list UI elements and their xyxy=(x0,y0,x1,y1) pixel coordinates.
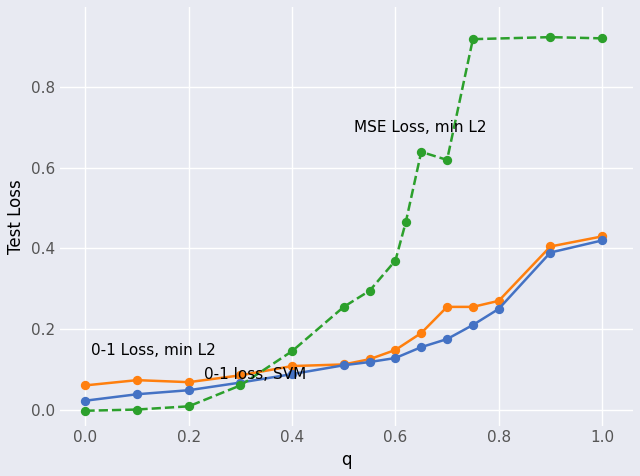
0-1 loss, SVM xyxy=(598,238,606,243)
0-1 loss, SVM xyxy=(547,250,554,256)
MSE Loss, min L2 xyxy=(288,348,296,354)
0-1 Loss, min L2 xyxy=(547,244,554,249)
0-1 Loss, min L2 xyxy=(185,379,193,385)
MSE Loss, min L2 xyxy=(365,288,373,294)
0-1 Loss, min L2 xyxy=(288,363,296,369)
0-1 loss, SVM xyxy=(444,336,451,342)
MSE Loss, min L2 xyxy=(237,383,244,388)
0-1 loss, SVM xyxy=(133,391,141,397)
0-1 Loss, min L2 xyxy=(133,377,141,383)
MSE Loss, min L2 xyxy=(598,36,606,41)
MSE Loss, min L2 xyxy=(133,407,141,412)
0-1 loss, SVM xyxy=(288,371,296,377)
X-axis label: q: q xyxy=(341,451,351,469)
0-1 loss, SVM xyxy=(469,322,477,328)
0-1 loss, SVM xyxy=(392,355,399,361)
0-1 loss, SVM xyxy=(237,380,244,386)
0-1 Loss, min L2 xyxy=(340,362,348,367)
Line: 0-1 Loss, min L2: 0-1 Loss, min L2 xyxy=(82,233,606,389)
0-1 Loss, min L2 xyxy=(469,304,477,310)
0-1 Loss, min L2 xyxy=(82,383,90,388)
MSE Loss, min L2 xyxy=(469,36,477,42)
0-1 Loss, min L2 xyxy=(444,304,451,310)
0-1 loss, SVM xyxy=(365,359,373,365)
Text: 0-1 loss, SVM: 0-1 loss, SVM xyxy=(204,367,307,382)
Text: 0-1 Loss, min L2: 0-1 Loss, min L2 xyxy=(91,343,215,358)
0-1 Loss, min L2 xyxy=(365,357,373,362)
0-1 loss, SVM xyxy=(185,387,193,393)
MSE Loss, min L2 xyxy=(444,157,451,163)
Text: MSE Loss, min L2: MSE Loss, min L2 xyxy=(354,120,486,135)
0-1 Loss, min L2 xyxy=(495,298,502,304)
0-1 Loss, min L2 xyxy=(417,330,425,336)
0-1 Loss, min L2 xyxy=(237,372,244,378)
MSE Loss, min L2 xyxy=(185,404,193,409)
0-1 Loss, min L2 xyxy=(598,234,606,239)
Line: MSE Loss, min L2: MSE Loss, min L2 xyxy=(82,33,606,415)
MSE Loss, min L2 xyxy=(392,258,399,263)
MSE Loss, min L2 xyxy=(340,304,348,310)
0-1 loss, SVM xyxy=(340,362,348,368)
0-1 loss, SVM xyxy=(417,344,425,350)
0-1 loss, SVM xyxy=(82,398,90,404)
0-1 Loss, min L2 xyxy=(392,347,399,353)
Y-axis label: Test Loss: Test Loss xyxy=(7,179,25,254)
0-1 loss, SVM xyxy=(495,306,502,312)
Line: 0-1 loss, SVM: 0-1 loss, SVM xyxy=(82,237,606,405)
MSE Loss, min L2 xyxy=(402,219,410,225)
MSE Loss, min L2 xyxy=(82,408,90,414)
MSE Loss, min L2 xyxy=(417,149,425,155)
MSE Loss, min L2 xyxy=(547,34,554,40)
